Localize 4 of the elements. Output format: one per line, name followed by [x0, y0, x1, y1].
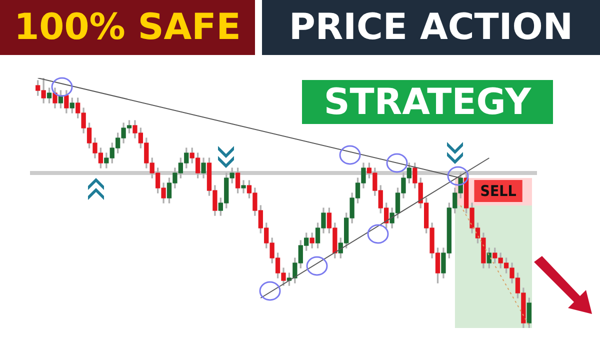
- band-label: SELL: [480, 182, 517, 200]
- annotation: STRATEGY: [300, 78, 555, 126]
- chart-title: 100% SAFE: [0, 0, 255, 55]
- chart-subtitle: PRICE ACTION: [262, 0, 600, 55]
